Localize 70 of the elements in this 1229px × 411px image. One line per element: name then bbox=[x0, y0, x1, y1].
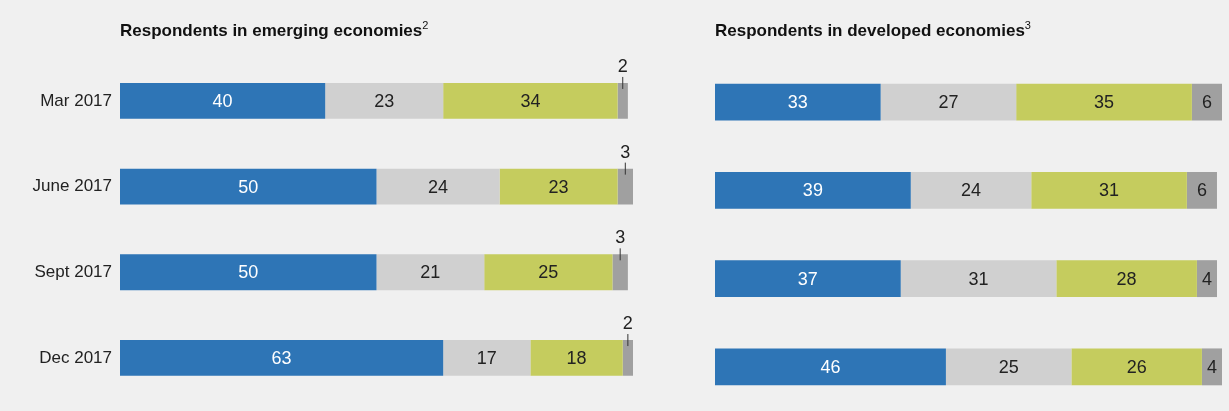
bar bbox=[120, 340, 444, 376]
data-label: 33 bbox=[787, 92, 808, 113]
data-label: 35 bbox=[1094, 92, 1115, 113]
data-label: 21 bbox=[420, 262, 441, 283]
bar bbox=[484, 254, 613, 291]
bar bbox=[612, 254, 628, 291]
data-label: 3 bbox=[615, 227, 626, 248]
bar bbox=[715, 348, 946, 386]
bar bbox=[376, 254, 485, 291]
bar bbox=[715, 171, 911, 209]
data-label: 40 bbox=[212, 90, 233, 111]
data-label: 23 bbox=[374, 90, 395, 111]
data-label: 50 bbox=[238, 176, 259, 197]
data-label: 6 bbox=[1196, 180, 1207, 201]
data-label: 4 bbox=[1206, 356, 1217, 377]
bar bbox=[1031, 171, 1187, 209]
bar bbox=[1056, 260, 1197, 298]
bar bbox=[120, 168, 377, 205]
data-label: 18 bbox=[566, 347, 587, 368]
data-label: 26 bbox=[1126, 356, 1147, 377]
y-tick-label: June 2017 bbox=[32, 176, 112, 196]
bar bbox=[622, 340, 633, 376]
bar bbox=[715, 260, 901, 298]
y-tick-label: Sept 2017 bbox=[34, 261, 112, 281]
bar bbox=[715, 83, 881, 121]
bar bbox=[1191, 83, 1222, 121]
bar bbox=[617, 82, 628, 119]
data-label: 37 bbox=[797, 268, 818, 289]
data-label: 24 bbox=[960, 180, 982, 201]
data-label: 17 bbox=[476, 347, 497, 368]
y-tick-label: Dec 2017 bbox=[39, 347, 112, 367]
bar bbox=[443, 82, 618, 119]
bar bbox=[1201, 348, 1222, 386]
data-label: 46 bbox=[820, 356, 841, 377]
data-label: 27 bbox=[938, 92, 959, 113]
bar bbox=[910, 171, 1032, 209]
bar bbox=[376, 168, 500, 205]
data-label: 28 bbox=[1116, 268, 1137, 289]
data-label: 25 bbox=[538, 262, 559, 283]
data-label: 24 bbox=[428, 176, 449, 197]
data-label: 4 bbox=[1201, 268, 1212, 289]
bar bbox=[443, 340, 531, 376]
chart-title: Respondents in emerging economies$^{2}$ bbox=[119, 18, 430, 40]
data-label: 50 bbox=[238, 262, 259, 283]
data-label: 6 bbox=[1201, 92, 1212, 113]
data-label: 23 bbox=[548, 176, 569, 197]
bar bbox=[1196, 260, 1217, 298]
data-label: 34 bbox=[520, 90, 541, 111]
bar bbox=[1016, 83, 1192, 121]
data-label: 3 bbox=[620, 141, 631, 162]
bar bbox=[530, 340, 623, 376]
bar bbox=[617, 168, 633, 205]
bar bbox=[120, 254, 377, 291]
data-label: 2 bbox=[617, 55, 628, 76]
bar bbox=[1071, 348, 1202, 386]
bar bbox=[1186, 171, 1217, 209]
bar bbox=[900, 260, 1057, 298]
data-label: 39 bbox=[802, 180, 823, 201]
data-label: 31 bbox=[968, 268, 989, 289]
data-label: 63 bbox=[271, 347, 292, 368]
bar bbox=[499, 168, 618, 205]
data-label: 31 bbox=[1099, 180, 1120, 201]
y-tick-label: Mar 2017 bbox=[40, 90, 112, 110]
bar bbox=[325, 82, 444, 119]
bar bbox=[120, 82, 326, 119]
data-label: 2 bbox=[622, 313, 633, 334]
chart-title: Respondents in developed economies$^{3}$ bbox=[714, 18, 1032, 40]
bar bbox=[945, 348, 1072, 386]
data-label: 25 bbox=[998, 356, 1019, 377]
bar bbox=[880, 83, 1017, 121]
